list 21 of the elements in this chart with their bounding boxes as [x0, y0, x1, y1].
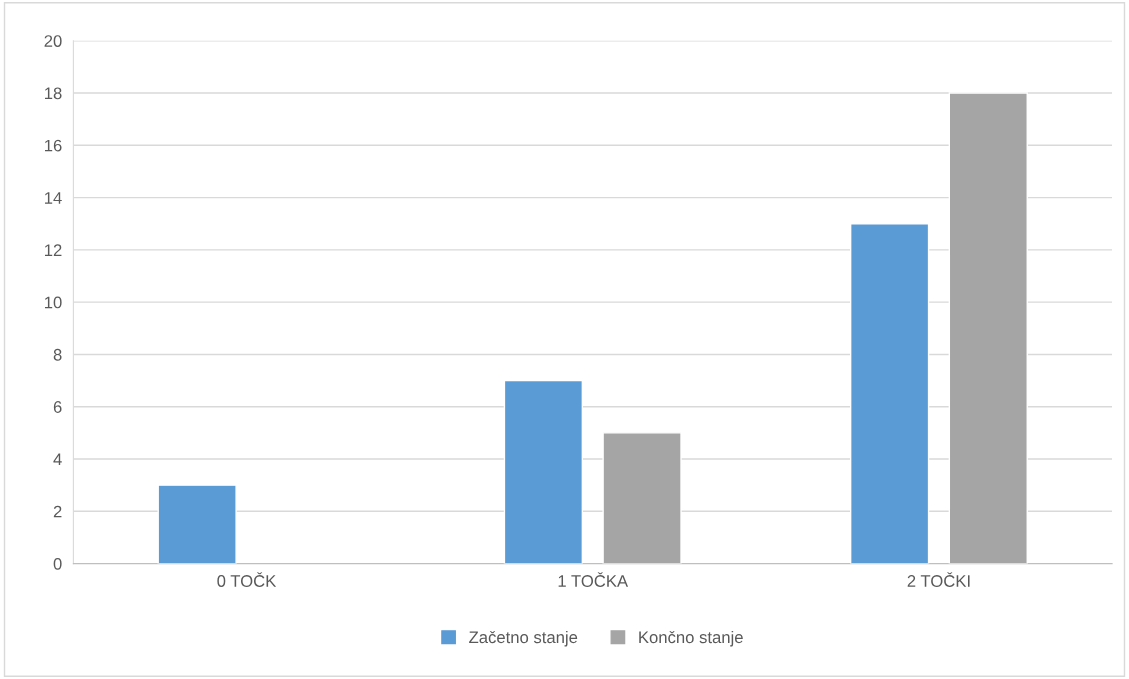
- y-tick-label: 20: [44, 35, 62, 47]
- legend-label: Končno stanje: [639, 630, 743, 647]
- y-tick-label: 0: [53, 557, 62, 570]
- y-tick-label: 18: [45, 87, 62, 100]
- y-tick-label: 2: [53, 505, 62, 518]
- y-tick-label: 4: [53, 453, 62, 466]
- y-tick-label: 6: [53, 401, 62, 413]
- y-tick-label: 10: [45, 296, 62, 309]
- bar: [948, 92, 1028, 564]
- bar: [503, 379, 584, 564]
- y-tick-label: 14: [45, 192, 62, 204]
- y-tick-label: 8: [53, 348, 62, 361]
- x-tick-label: 2 TOČKI: [907, 572, 970, 587]
- legend-label: Začetno stanje: [469, 630, 578, 647]
- y-tick-label: 16: [45, 139, 62, 152]
- x-tick-label: 0 TOČK: [217, 572, 277, 587]
- bar: [157, 484, 237, 564]
- x-tick-label: 1 TOČKA: [558, 572, 629, 587]
- bar: [849, 223, 930, 564]
- bar: [602, 432, 682, 564]
- y-tick-label: 12: [45, 244, 62, 256]
